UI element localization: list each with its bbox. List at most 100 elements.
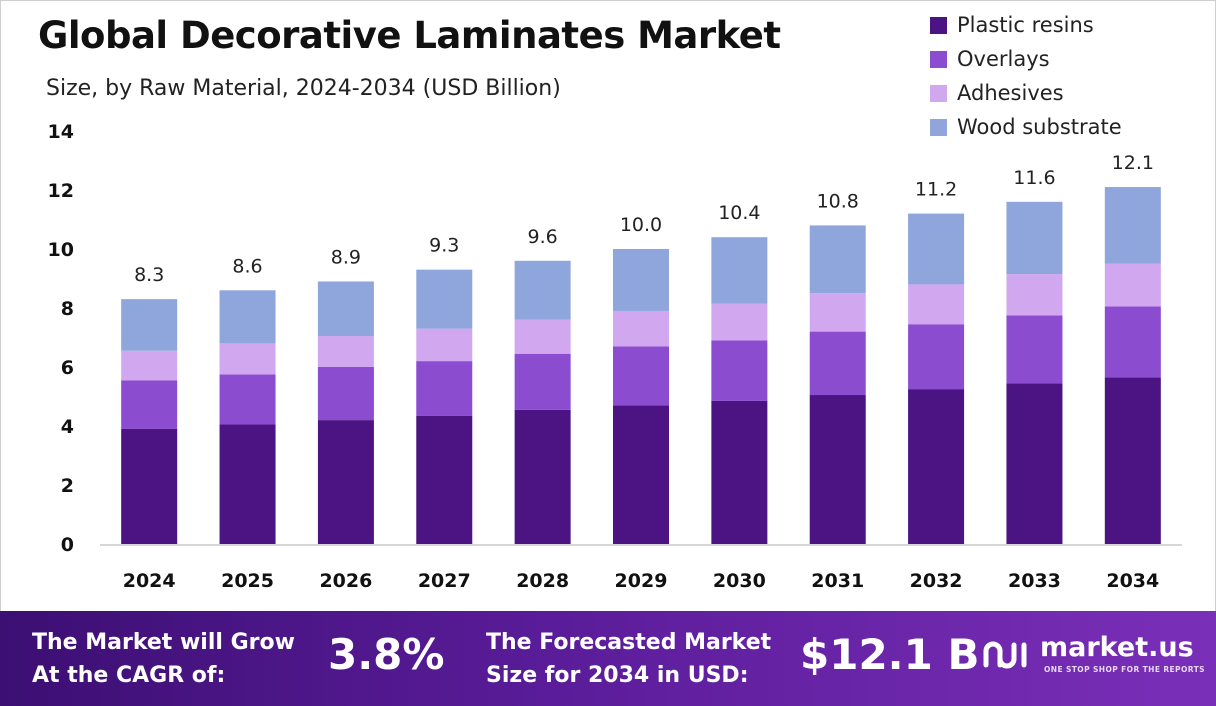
bar-total-label: 10.0 <box>620 214 662 236</box>
bar-total-label: 8.3 <box>134 264 164 286</box>
bar-segment <box>1104 263 1161 307</box>
bar-segment <box>908 284 965 325</box>
bar-segment <box>809 293 866 332</box>
bar-segment <box>613 310 669 347</box>
brand-name: market.us <box>1040 632 1194 663</box>
bar-segment <box>1006 315 1063 384</box>
bar-segment <box>1006 274 1063 316</box>
stacked-bar-chart: 0 2 4 6 8 10 12 14 8.3 2024 8.6 2025 8.9 2026 9.3 2027 9… <box>48 121 1182 592</box>
bar-segment <box>908 324 965 390</box>
market-us-logo-icon <box>983 641 1027 669</box>
legend-swatch <box>930 16 947 34</box>
footer-banner: The Market will Grow At the CAGR of: 3.8… <box>0 611 1216 706</box>
forecast-label-line1: The Forecasted Market <box>486 630 772 655</box>
bar-total-label: 8.6 <box>232 255 262 277</box>
bar-total-label: 10.8 <box>817 190 859 212</box>
cagr-value: 3.8% <box>328 630 445 679</box>
legend-swatch <box>930 118 947 136</box>
bar-total-label: 12.1 <box>1112 152 1154 174</box>
forecast-value: $12.1 B <box>800 630 980 679</box>
bar-segment <box>121 428 178 544</box>
brand-tagline: ONE STOP SHOP FOR THE REPORTS <box>1044 665 1205 674</box>
bar-segment <box>219 290 276 344</box>
cagr-label: The Market will Grow At the CAGR of: <box>32 626 295 692</box>
bar-total-label: 9.3 <box>429 235 459 257</box>
legend-item-overlays: Overlays <box>930 42 1122 76</box>
y-tick-label: 10 <box>48 239 74 261</box>
bar-segment <box>711 237 768 304</box>
bar-segment <box>1006 201 1063 275</box>
bar-segment <box>219 424 276 544</box>
bar-segment <box>317 281 374 337</box>
x-tick-label: 2030 <box>713 570 766 592</box>
bar-segment <box>711 303 768 341</box>
bar-segment <box>514 353 571 410</box>
bar-total-label: 9.6 <box>528 226 558 248</box>
bar-segment <box>219 374 276 425</box>
y-tick-label: 6 <box>61 357 74 379</box>
x-tick-label: 2028 <box>516 570 569 592</box>
bar-segment <box>613 346 669 406</box>
y-tick-label: 8 <box>61 298 74 320</box>
x-tick-label: 2029 <box>615 570 668 592</box>
legend-label: Wood substrate <box>957 115 1122 139</box>
x-tick-label: 2033 <box>1008 570 1061 592</box>
bar-segment <box>1104 377 1161 544</box>
legend-swatch <box>930 50 947 68</box>
bar-segment <box>809 331 866 396</box>
bar-segment <box>1104 187 1161 264</box>
bar-segment <box>711 340 768 401</box>
bar-segment <box>317 367 374 421</box>
bar-total-label: 11.6 <box>1013 167 1055 189</box>
bar-total-label: 8.9 <box>331 246 361 268</box>
bar-segment <box>809 395 866 544</box>
x-tick-label: 2034 <box>1106 570 1159 592</box>
chart-subtitle: Size, by Raw Material, 2024-2034 (USD Bi… <box>46 76 561 101</box>
bar-segment <box>416 361 473 416</box>
x-tick-label: 2032 <box>910 570 963 592</box>
bar-segment <box>121 299 178 351</box>
cagr-label-line1: The Market will Grow <box>32 630 295 655</box>
bar-segment <box>121 380 178 429</box>
bar-segment <box>317 336 374 367</box>
bar-segment <box>514 260 571 320</box>
legend-swatch <box>930 84 947 102</box>
bar-segment <box>416 415 473 544</box>
bar-segment <box>219 343 276 375</box>
y-tick-label: 4 <box>61 416 74 438</box>
x-tick-label: 2024 <box>123 570 176 592</box>
legend-label: Adhesives <box>957 81 1064 105</box>
cagr-label-line2: At the CAGR of: <box>32 663 226 688</box>
legend-label: Overlays <box>957 47 1050 71</box>
bar-segment <box>908 213 965 285</box>
bar-segment <box>514 409 571 544</box>
bar-segment <box>317 420 374 544</box>
y-tick-label: 0 <box>61 534 74 556</box>
forecast-label: The Forecasted Market Size for 2034 in U… <box>486 626 771 692</box>
bar-segment <box>711 400 768 544</box>
x-tick-label: 2027 <box>418 570 471 592</box>
x-tick-label: 2025 <box>221 570 274 592</box>
y-tick-label: 12 <box>48 180 74 202</box>
bar-segment <box>908 389 965 544</box>
bar-segment <box>1104 306 1161 378</box>
x-tick-label: 2026 <box>319 570 372 592</box>
bar-segment <box>514 319 571 354</box>
y-tick-label: 2 <box>61 475 74 497</box>
forecast-label-line2: Size for 2034 in USD: <box>486 663 749 688</box>
bar-segment <box>1006 383 1063 544</box>
bar-segment <box>809 225 866 294</box>
bar-segment <box>613 405 669 544</box>
bar-segment <box>121 350 178 381</box>
legend-item-plastic-resins: Plastic resins <box>930 8 1122 42</box>
bar-total-label: 11.2 <box>915 179 957 201</box>
bar-segment <box>613 249 669 311</box>
legend: Plastic resins Overlays Adhesives Wood s… <box>930 8 1122 144</box>
y-tick-label: 14 <box>48 121 74 143</box>
legend-item-adhesives: Adhesives <box>930 76 1122 110</box>
chart-title: Global Decorative Laminates Market <box>38 14 781 57</box>
x-tick-label: 2031 <box>811 570 864 592</box>
legend-item-wood-substrate: Wood substrate <box>930 110 1122 144</box>
legend-label: Plastic resins <box>957 13 1094 37</box>
bar-total-label: 10.4 <box>718 202 760 224</box>
